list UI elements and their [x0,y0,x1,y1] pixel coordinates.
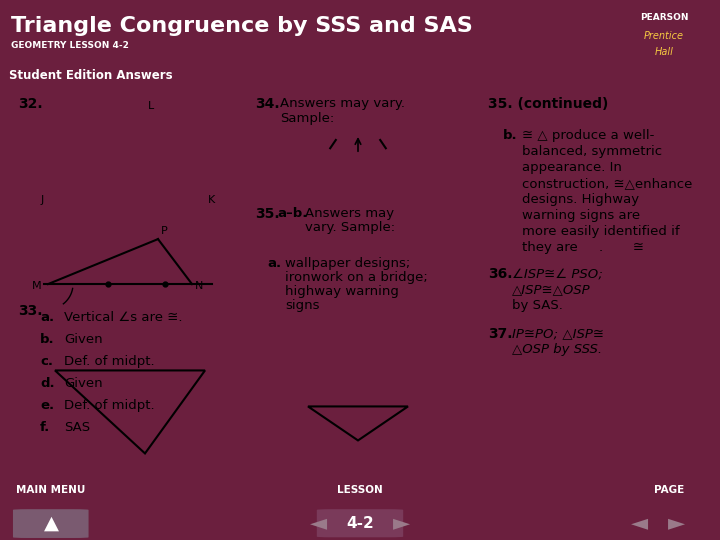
Text: Vertical ∠s are ≅.: Vertical ∠s are ≅. [64,311,182,324]
Text: 34.: 34. [255,97,279,111]
Text: △OSP by SSS.: △OSP by SSS. [512,343,602,356]
Text: P: P [161,226,168,236]
Text: LESSON: LESSON [337,485,383,495]
Text: 35.: 35. [255,207,279,221]
Text: balanced, symmetric: balanced, symmetric [522,145,662,158]
Text: ▲: ▲ [44,514,58,533]
Text: signs: signs [285,299,320,312]
Text: d.: d. [40,377,55,390]
Text: ►: ► [393,513,410,534]
Text: PAGE: PAGE [654,485,685,495]
Text: Hall: Hall [654,47,674,57]
Text: wallpaper designs;: wallpaper designs; [285,257,410,270]
Text: Sample:: Sample: [280,112,334,125]
Text: 32.: 32. [18,97,42,111]
Text: ◄: ◄ [631,513,648,534]
Text: b.: b. [503,129,518,142]
Text: Def. of midpt.: Def. of midpt. [64,399,155,412]
Text: ◄: ◄ [310,513,327,534]
Text: IP≅PO; △ISP≅: IP≅PO; △ISP≅ [512,327,604,340]
Text: Answers may: Answers may [305,207,394,220]
Text: more easily identified if: more easily identified if [522,225,680,238]
Text: 33.: 33. [18,304,42,318]
Text: Answers may vary.: Answers may vary. [280,97,405,110]
Text: vary. Sample:: vary. Sample: [305,221,395,234]
Text: a.: a. [267,257,281,270]
FancyBboxPatch shape [317,509,403,537]
FancyBboxPatch shape [13,509,89,538]
Text: N: N [195,281,203,291]
Text: designs. Highway: designs. Highway [522,193,639,206]
Text: SAS: SAS [64,421,90,434]
Text: △ISP≅△OSP: △ISP≅△OSP [512,283,590,296]
Text: Given: Given [64,333,103,346]
Text: ∠ISP≅∠ PSO;: ∠ISP≅∠ PSO; [512,267,603,280]
Text: f.: f. [40,421,50,434]
Text: Def. of midpt.: Def. of midpt. [64,355,155,368]
Text: Triangle Congruence by SSS and SAS: Triangle Congruence by SSS and SAS [11,16,472,36]
Text: 36.: 36. [488,267,513,281]
Text: Student Edition Answers: Student Edition Answers [9,69,172,82]
Text: PEARSON: PEARSON [640,12,688,22]
Text: appearance. In: appearance. In [522,161,622,174]
Text: construction, ≅△enhance: construction, ≅△enhance [522,177,693,190]
Text: ironwork on a bridge;: ironwork on a bridge; [285,271,428,284]
Text: Given: Given [64,377,103,390]
Text: MAIN MENU: MAIN MENU [16,485,85,495]
Text: ≅ △ produce a well-: ≅ △ produce a well- [522,129,654,142]
Text: a–b.: a–b. [277,207,307,220]
Text: b.: b. [40,333,55,346]
Text: e.: e. [40,399,54,412]
Text: warning signs are: warning signs are [522,209,640,222]
Text: highway warning: highway warning [285,285,399,298]
Text: ►: ► [668,513,685,534]
Text: by SAS.: by SAS. [512,299,563,312]
Text: they are     .       ≅: they are . ≅ [522,241,644,254]
Text: GEOMETRY LESSON 4-2: GEOMETRY LESSON 4-2 [11,40,129,50]
Text: Prentice: Prentice [644,31,684,41]
Text: c.: c. [40,355,53,368]
Text: 37.: 37. [488,327,513,341]
Text: J: J [41,195,44,205]
Text: M: M [32,281,42,291]
Text: 4-2: 4-2 [346,516,374,531]
Text: 35. (continued): 35. (continued) [488,97,608,111]
Text: a.: a. [40,311,54,324]
Text: L: L [148,101,154,111]
Text: K: K [208,195,215,205]
